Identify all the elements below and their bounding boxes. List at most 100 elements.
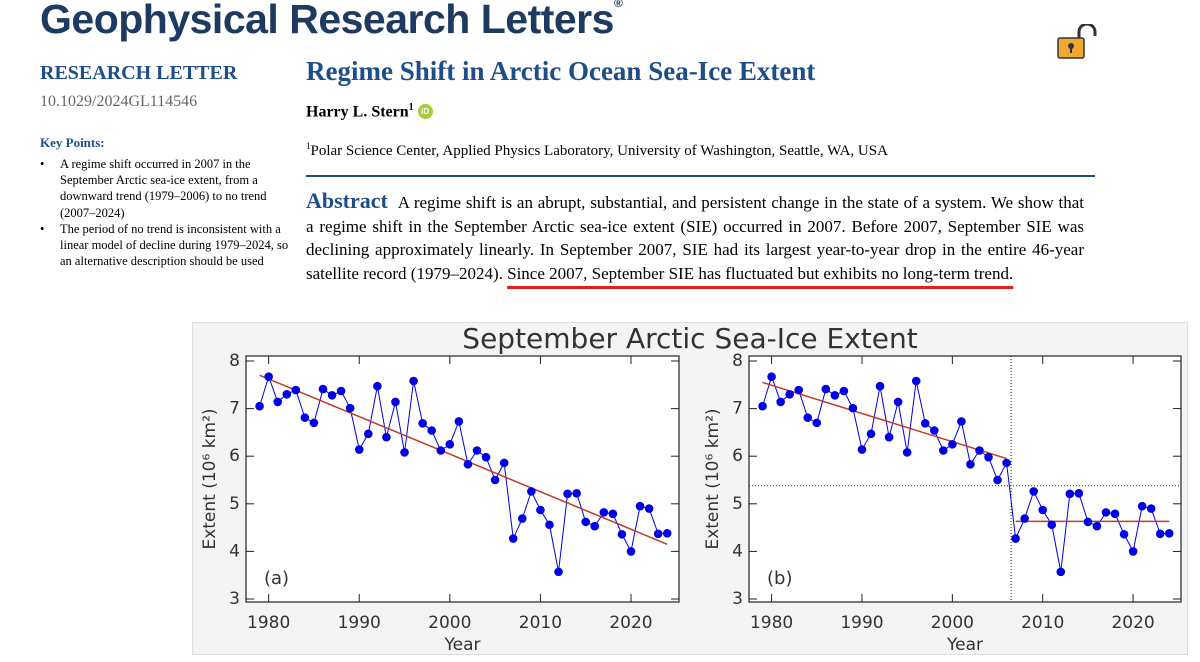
abstract-text: A regime shift is an abrupt, substantial… [306, 193, 1084, 283]
data-point [776, 397, 785, 407]
x-tick-label: 1990 [840, 613, 883, 633]
series-line [762, 375, 1170, 572]
affiliation: 1Polar Science Center, Applied Physics L… [306, 141, 888, 160]
y-tick-label: 3 [229, 589, 240, 609]
data-point [508, 534, 518, 543]
x-tick-label: 1980 [750, 613, 793, 633]
data-point [445, 440, 455, 449]
trend-line [762, 381, 1007, 460]
x-tick-label: 2020 [609, 613, 652, 633]
data-point [929, 426, 939, 435]
data-point [454, 417, 464, 426]
y-axis-label: Extent (10⁶ km²) [703, 408, 723, 549]
doi[interactable]: 10.1029/2024GL114546 [40, 93, 198, 110]
data-point [866, 429, 876, 439]
data-point [517, 514, 527, 523]
data-point [1164, 529, 1174, 538]
journal-name[interactable]: Geophysical Research Letters® [40, 0, 623, 43]
data-point [336, 386, 346, 396]
data-point [1119, 529, 1129, 539]
data-point [572, 489, 581, 498]
author[interactable]: Harry L. Stern1 iD [306, 102, 433, 121]
data-point [391, 397, 400, 407]
y-tick-label: 5 [732, 494, 743, 514]
data-point [803, 413, 813, 422]
article-type: RESEARCH LETTER [40, 62, 238, 84]
data-point [1065, 489, 1075, 499]
data-point [848, 403, 858, 413]
orcid-icon[interactable]: iD [417, 104, 433, 120]
article-title: Regime Shift in Arctic Ocean Sea-Ice Ext… [306, 56, 816, 86]
open-access-icon[interactable] [1055, 24, 1097, 60]
data-point [599, 508, 609, 517]
data-point [830, 390, 840, 400]
x-tick-label: 2000 [428, 613, 471, 633]
x-tick-label: 1990 [338, 613, 381, 633]
abstract: Abstract A regime shift is an abrupt, su… [306, 189, 1084, 302]
data-point [418, 419, 427, 428]
data-point [1128, 547, 1138, 556]
data-point [255, 401, 264, 411]
y-tick-label: 4 [732, 541, 743, 561]
data-point [363, 429, 373, 439]
data-point [1110, 509, 1120, 519]
y-tick-label: 4 [229, 541, 240, 561]
data-point [309, 418, 319, 428]
data-point [893, 397, 903, 407]
affiliation-text: Polar Science Center, Applied Physics La… [310, 143, 888, 159]
data-point [472, 446, 482, 455]
data-point [758, 401, 767, 411]
data-point [1047, 520, 1057, 530]
data-point [966, 459, 975, 469]
figure: September Arctic Sea-Ice Extent 1980 1990… [192, 322, 1188, 655]
data-point [318, 384, 328, 394]
data-point [617, 529, 627, 539]
x-axis-label: Year [946, 635, 983, 655]
data-point [545, 520, 554, 530]
data-point [875, 381, 885, 391]
x-tick-label: 1980 [247, 613, 290, 633]
data-point [957, 417, 966, 426]
data-point [644, 504, 654, 513]
data-point [884, 432, 894, 442]
data-point [590, 521, 600, 531]
x-tick-label: 2010 [519, 613, 562, 633]
data-point [902, 448, 912, 457]
x-tick-label: 2020 [1111, 613, 1154, 633]
panel-label: (b) [767, 568, 792, 589]
data-point [794, 385, 804, 395]
data-point [812, 418, 822, 428]
data-point [857, 445, 867, 454]
data-point [626, 547, 636, 556]
y-tick-label: 5 [229, 494, 240, 514]
series-line [259, 375, 668, 572]
data-point [939, 446, 948, 455]
data-point [920, 419, 930, 428]
data-point [1056, 567, 1066, 577]
data-point [948, 440, 957, 449]
y-tick-label: 6 [229, 446, 240, 466]
data-point [653, 529, 663, 539]
data-point [1137, 501, 1147, 511]
data-point [563, 489, 572, 499]
trend-line [259, 374, 668, 545]
key-point: A regime shift occurred in 2007 in the S… [40, 156, 300, 221]
data-point [662, 529, 672, 538]
data-point [1029, 487, 1038, 496]
y-tick-label: 8 [229, 351, 240, 371]
affiliation-number: 1 [306, 141, 311, 151]
data-point [273, 397, 283, 407]
data-point [785, 390, 794, 399]
data-point [839, 386, 849, 396]
data-point [993, 475, 1002, 485]
journal-title: Geophysical Research Letters [40, 0, 614, 42]
data-point [1011, 534, 1020, 543]
data-point [1038, 505, 1048, 515]
key-point: The period of no trend is inconsistent w… [40, 221, 300, 270]
data-point [1092, 521, 1102, 531]
data-point [436, 446, 446, 455]
data-point [373, 381, 382, 391]
key-points: A regime shift occurred in 2007 in the S… [40, 156, 300, 269]
data-point [300, 413, 310, 422]
